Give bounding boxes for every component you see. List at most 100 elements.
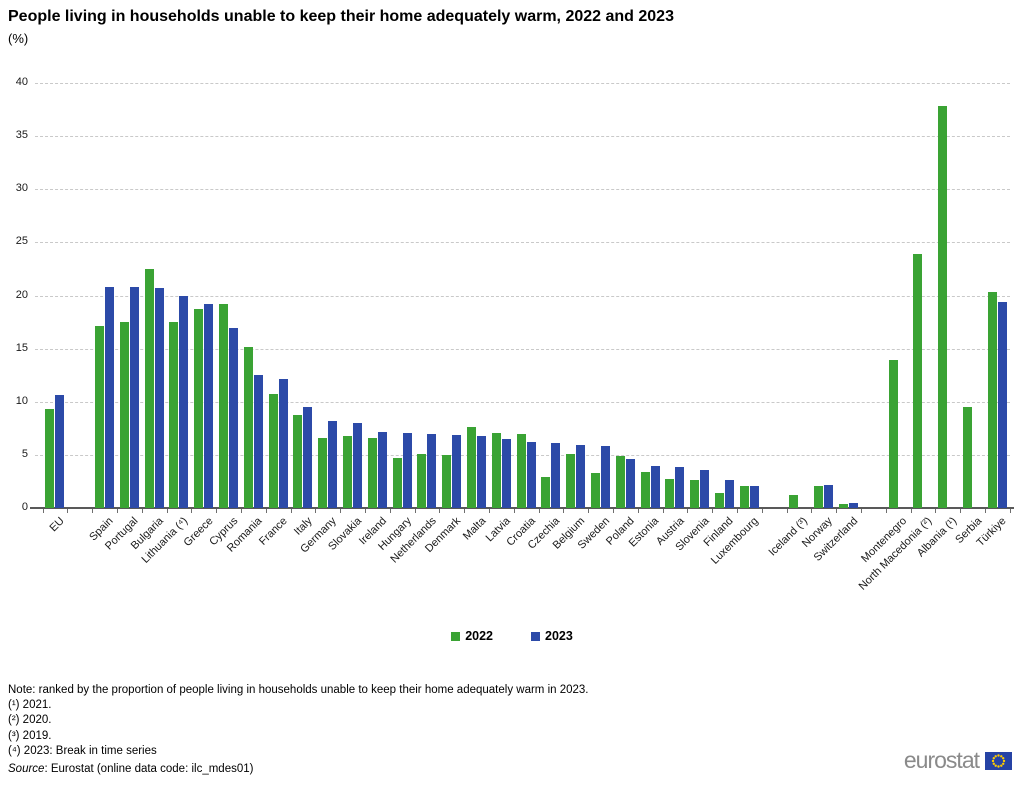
x-axis-tick: [662, 509, 664, 513]
legend-swatch-2023-icon: [531, 631, 540, 641]
bar-2023-Czechia: [551, 443, 561, 508]
gridline-25: [35, 242, 1010, 244]
bar-2023-Cyprus: [229, 328, 238, 508]
bar-2022-Spain: [95, 326, 104, 508]
bar-2022-Finland: [715, 493, 724, 508]
bar-2023-Romania: [253, 375, 263, 508]
x-axis-label-Malta: Malta: [460, 515, 488, 543]
eu-flag-icon: [985, 751, 1012, 770]
bar-2023-Hungary: [402, 432, 412, 508]
bar-2022-Malta: [467, 427, 476, 508]
x-axis-tick: [315, 509, 317, 513]
x-axis-tick: [216, 509, 218, 513]
notes-block: Note: ranked by the proportion of people…: [8, 683, 589, 777]
bar-2022-Bulgaria: [144, 268, 154, 508]
x-axis-tick: [885, 509, 887, 513]
x-axis-tick: [588, 509, 590, 513]
bar-2023-Switzerland: [849, 502, 858, 508]
source-line: Source: Eurostat (online data code: ilc_…: [8, 762, 589, 777]
bar-2022-Germany: [318, 437, 328, 508]
x-axis-tick: [935, 509, 937, 513]
bar-2023-Finland: [725, 480, 734, 508]
bar-2022-Slovakia: [343, 435, 352, 508]
bar-2022-Albania: [938, 106, 948, 508]
source-prefix: Source: [8, 763, 45, 776]
bar-2023-Latvia: [501, 438, 511, 508]
x-axis-tick: [736, 509, 738, 513]
x-axis-tick: [240, 509, 242, 513]
bar-2022-Latvia: [491, 432, 501, 508]
x-axis-tick: [389, 509, 391, 513]
chart-unit-subtitle: (%): [8, 31, 29, 46]
bar-2023-Luxembourg: [749, 485, 759, 508]
x-axis-tick: [488, 509, 490, 513]
bar-2022-T-rkiye: [987, 292, 997, 508]
gridline-35: [35, 136, 1010, 138]
page-title: People living in households unable to ke…: [8, 8, 674, 25]
bar-2022-Hungary: [392, 458, 402, 508]
bar-2022-Lithuania: [169, 322, 179, 508]
x-axis-line: [30, 507, 1014, 509]
x-axis-tick: [984, 509, 986, 513]
gridline-20: [35, 295, 1010, 297]
x-axis-label-EU: EU: [47, 515, 67, 535]
y-axis-tick-label-20: 20: [15, 288, 28, 301]
x-axis-tick: [1009, 509, 1011, 513]
footnote-4: (⁴) 2023: Break in time series: [8, 744, 157, 757]
bar-2023-Spain: [105, 287, 114, 508]
bar-2023-EU: [55, 395, 65, 508]
y-axis-tick-label-5: 5: [21, 447, 28, 460]
y-axis-tick-label-40: 40: [15, 76, 28, 88]
x-axis-tick: [761, 509, 763, 513]
bar-2022-Austria: [665, 479, 675, 508]
x-axis-tick: [116, 509, 118, 513]
bar-2023-Germany: [328, 420, 338, 508]
y-axis-tick-label-15: 15: [15, 341, 28, 354]
bar-2023-Norway: [824, 484, 834, 508]
bar-2022-Denmark: [442, 454, 452, 508]
legend-label-2023: 2023: [545, 629, 573, 643]
bar-2022-Switzerland: [839, 503, 848, 508]
bar-chart: 0 5 10 15 20 25 30 35 40 EU Spain Portugal Bulgaria L…: [15, 76, 1014, 593]
bar-2023-Poland: [625, 459, 635, 508]
footnote-3: (³) 2019.: [8, 729, 52, 742]
bar-2022-Poland: [615, 455, 625, 508]
bar-2022-Romania: [243, 346, 253, 508]
eu-flag-stars: [991, 753, 1006, 768]
x-axis-tick: [191, 509, 193, 513]
x-axis-tick: [364, 509, 366, 513]
y-axis-tick-label-30: 30: [15, 182, 28, 195]
bar-2023-Bulgaria: [154, 288, 164, 508]
bar-2023-Belgium: [576, 445, 586, 508]
gridline-30: [35, 189, 1010, 191]
bar-2022-Portugal: [119, 322, 129, 508]
bar-2023-Croatia: [526, 442, 536, 508]
bar-2022-Cyprus: [219, 304, 228, 508]
x-axis-tick: [290, 509, 292, 513]
footnote-2: (²) 2020.: [8, 714, 52, 727]
bar-2023-Portugal: [129, 287, 139, 508]
bar-2022-North-Macedonia: [913, 254, 923, 508]
bar-2023-Denmark: [452, 434, 462, 508]
x-axis-tick: [464, 509, 466, 513]
x-axis-tick: [712, 509, 714, 513]
bar-2023-Estonia: [650, 465, 660, 508]
source-text: : Eurostat (online data code: ilc_mdes01…: [44, 763, 254, 776]
bar-2023-Malta: [477, 435, 486, 508]
bar-2022-Sweden: [591, 472, 600, 508]
x-axis-tick: [538, 509, 540, 513]
bar-2023-Italy: [303, 407, 313, 508]
bar-2022-France: [268, 394, 278, 508]
bar-2022-Ireland: [367, 437, 377, 508]
bar-2022-Greece: [194, 309, 204, 508]
gridline-40: [35, 83, 1010, 84]
bar-2022-Czechia: [541, 477, 551, 508]
bar-2023-T-rkiye: [997, 301, 1007, 508]
bar-2022-Luxembourg: [739, 485, 749, 508]
x-axis-tick: [811, 509, 813, 513]
x-axis-tick: [265, 509, 267, 513]
bar-2022-Slovenia: [690, 480, 700, 508]
legend-item-2022: 2022: [451, 629, 493, 643]
bar-2023-France: [278, 379, 288, 508]
x-axis-tick: [340, 509, 342, 513]
